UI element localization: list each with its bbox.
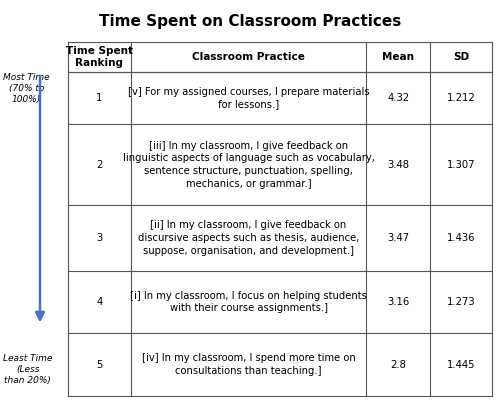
Text: 1.445: 1.445	[447, 360, 476, 370]
Text: Time Spent on Classroom Practices: Time Spent on Classroom Practices	[99, 14, 401, 29]
Text: Least Time
(Less
than 20%): Least Time (Less than 20%)	[3, 354, 52, 385]
Text: 5: 5	[96, 360, 102, 370]
Text: Classroom Practice: Classroom Practice	[192, 52, 305, 62]
Text: 1.273: 1.273	[446, 297, 476, 307]
Text: 1.307: 1.307	[447, 160, 476, 170]
Text: [iii] In my classroom, I give feedback on
linguistic aspects of language such as: [iii] In my classroom, I give feedback o…	[122, 141, 374, 189]
Text: 2: 2	[96, 160, 102, 170]
Text: 3.47: 3.47	[387, 233, 409, 243]
Text: 1: 1	[96, 93, 102, 103]
Text: 3: 3	[96, 233, 102, 243]
Text: Time Spent
Ranking: Time Spent Ranking	[66, 46, 133, 68]
Text: 4: 4	[96, 297, 102, 307]
Text: [ii] In my classroom, I give feedback on
discursive aspects such as thesis, audi: [ii] In my classroom, I give feedback on…	[138, 220, 360, 256]
Text: 1.212: 1.212	[446, 93, 476, 103]
Text: 1.436: 1.436	[447, 233, 476, 243]
Text: 2.8: 2.8	[390, 360, 406, 370]
Text: [v] For my assigned courses, I prepare materials
for lessons.]: [v] For my assigned courses, I prepare m…	[128, 87, 370, 109]
Text: Most Time
(70% to
100%): Most Time (70% to 100%)	[3, 73, 50, 104]
Text: SD: SD	[453, 52, 469, 62]
Text: 4.32: 4.32	[387, 93, 409, 103]
Text: Mean: Mean	[382, 52, 414, 62]
Text: [i] In my classroom, I focus on helping students
with their course assignments.]: [i] In my classroom, I focus on helping …	[130, 290, 367, 314]
Text: 3.48: 3.48	[388, 160, 409, 170]
Text: [iv] In my classroom, I spend more time on
consultations than teaching.]: [iv] In my classroom, I spend more time …	[142, 353, 356, 376]
Text: 3.16: 3.16	[387, 297, 409, 307]
